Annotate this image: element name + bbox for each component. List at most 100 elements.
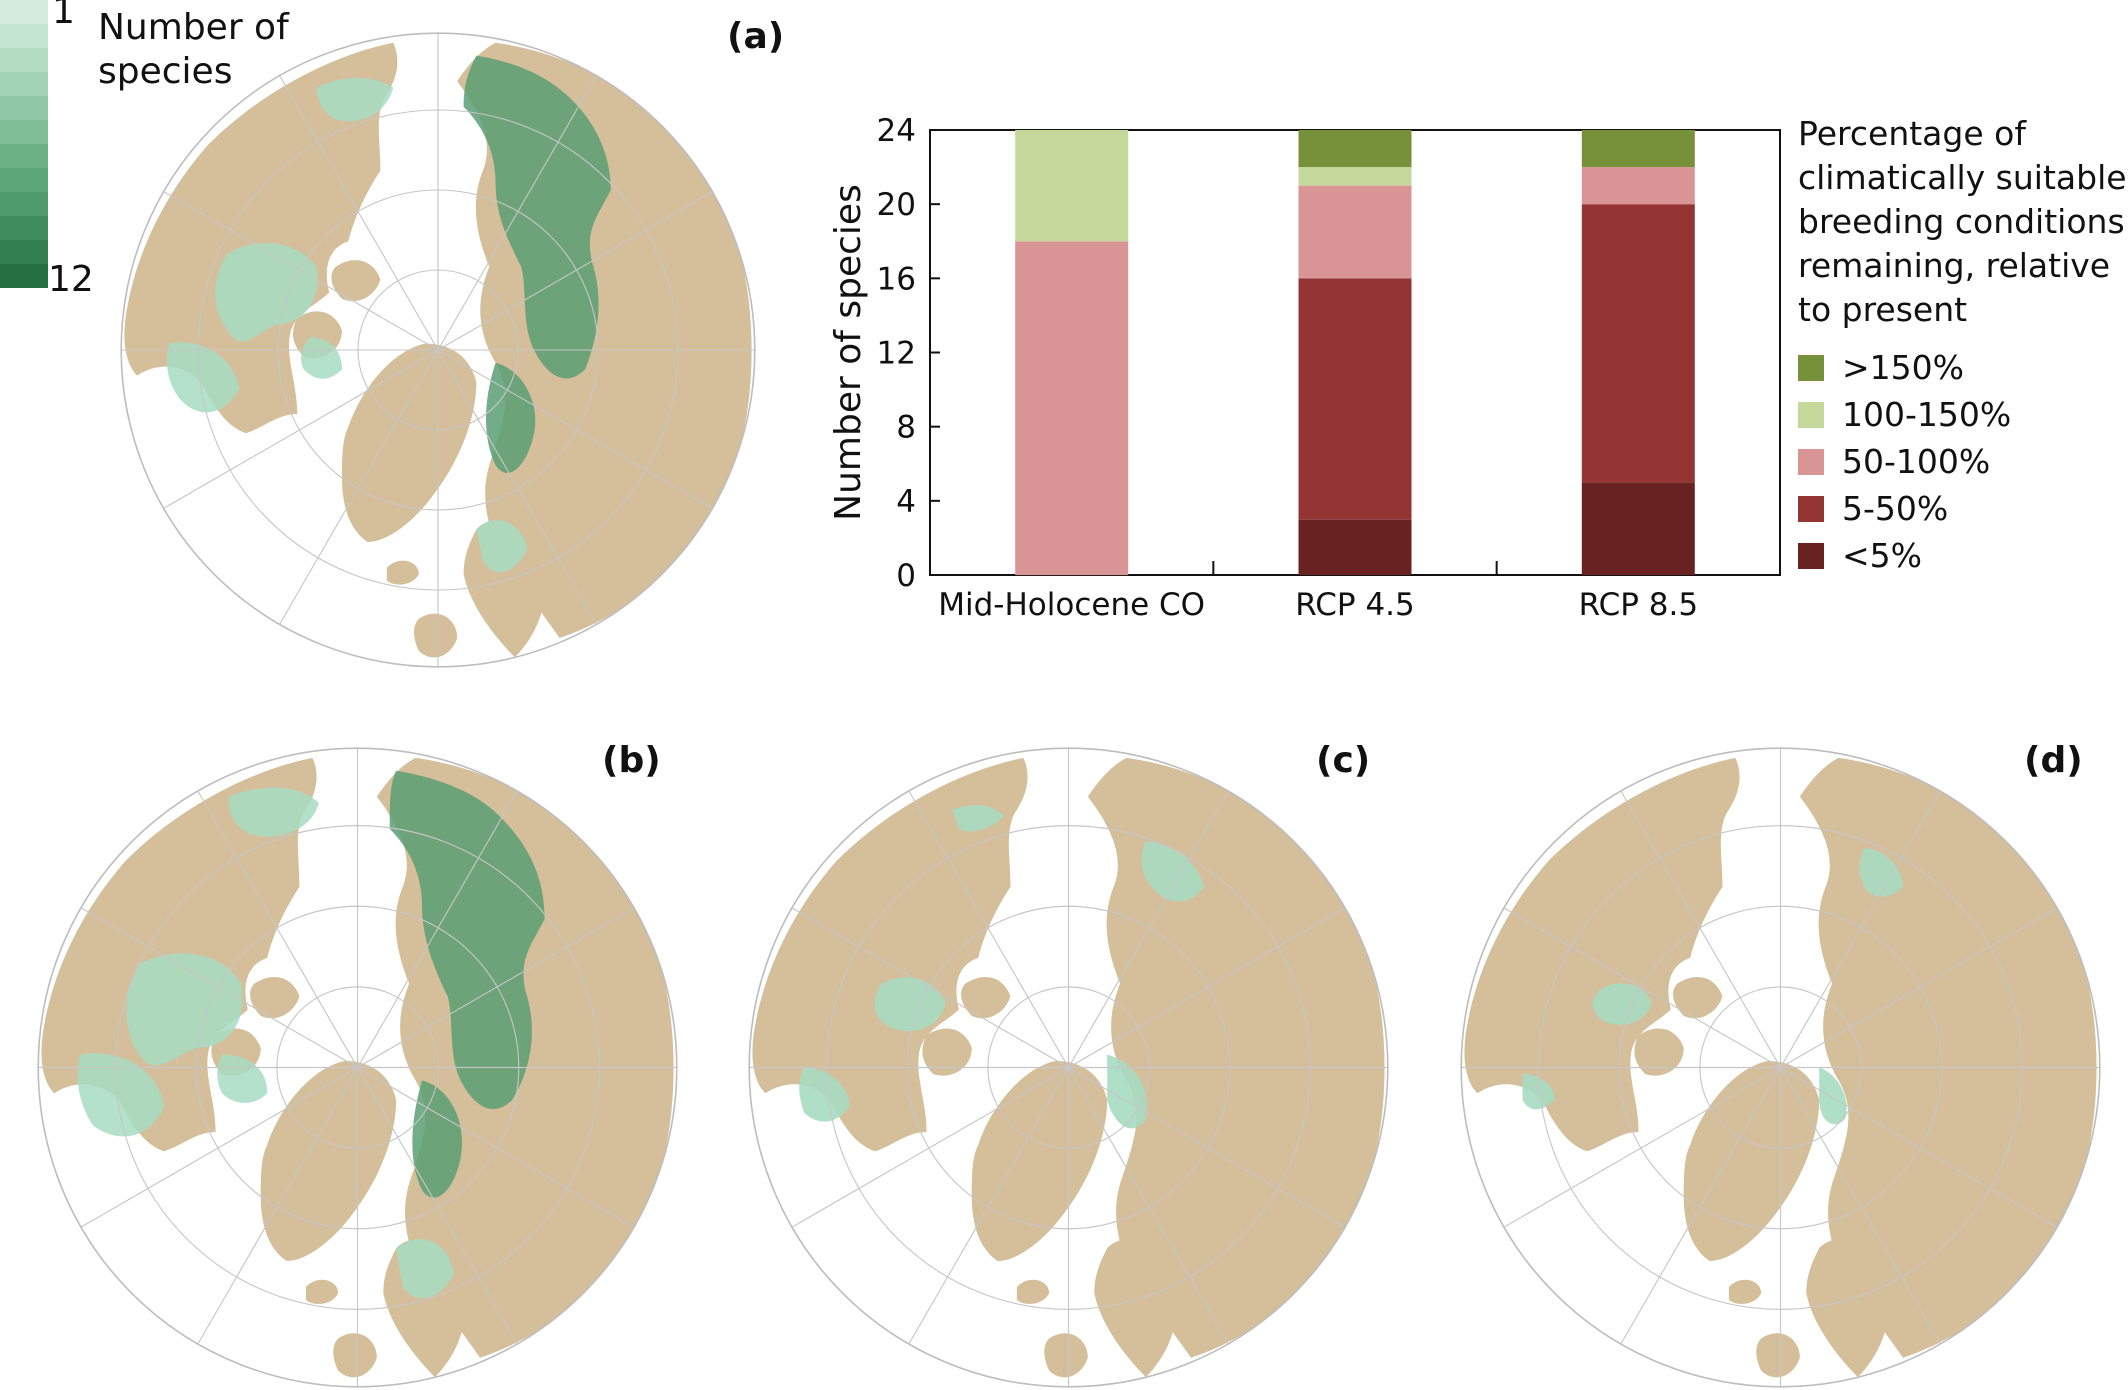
land-area (250, 976, 300, 1019)
meridian-line (1068, 1067, 1229, 1345)
legend-swatch (1798, 354, 1824, 381)
meridian-line (357, 1067, 518, 1345)
legend-swatch (1798, 401, 1824, 428)
meridian-line (437, 349, 713, 509)
legend-label: 5-50% (1842, 489, 1949, 528)
species-richness-area (1141, 841, 1204, 902)
colorbar-step (0, 168, 48, 193)
land-area (331, 260, 381, 302)
meridian-line (80, 1067, 358, 1228)
map-outline (748, 747, 1389, 1388)
y-tick-label: 24 (877, 113, 916, 149)
meridian-line (908, 790, 1069, 1068)
meridian-line (1620, 790, 1781, 1068)
colorbar-step (0, 48, 48, 73)
species-richness-area (952, 805, 1004, 832)
bar-segment (1298, 519, 1412, 575)
legend-swatch (1798, 448, 1824, 475)
legend-title: Percentage of climatically suitable bree… (1798, 114, 2127, 329)
map-outline (120, 32, 756, 668)
x-category-label: RCP 4.5 (1295, 587, 1415, 623)
land-area (124, 42, 398, 434)
colorbar-step (0, 120, 48, 145)
legend-item: 50-100% (1798, 438, 2128, 485)
land-area (260, 1061, 397, 1261)
colorbar-step (0, 192, 48, 217)
meridian-line (1503, 1067, 1781, 1228)
legend-item: 5-50% (1798, 485, 2128, 532)
meridian-line (908, 1067, 1069, 1345)
land-area (961, 976, 1011, 1019)
species-richness-area (389, 770, 545, 1110)
species-richness-area (228, 787, 319, 837)
legend-swatch (1798, 542, 1824, 569)
species-richness-area (300, 337, 342, 379)
stacked-bar-chart: 0 4 8 12 16 20 24 Mid-Holocene CO RCP 4.5 RCP 8.5… (828, 113, 1781, 623)
meridian-line (163, 349, 439, 509)
map-outline (37, 747, 678, 1388)
y-tick-label: 16 (877, 261, 916, 297)
bar-segment (1298, 167, 1412, 186)
polar-map-a (120, 32, 756, 668)
land-area (1756, 1333, 1800, 1378)
colorbar-max-label: 12 (48, 259, 94, 300)
species-richness-area (1522, 1073, 1555, 1110)
colorbar-step (0, 264, 48, 288)
legend-item: >150% (1798, 344, 2128, 391)
land-area (1673, 976, 1723, 1019)
species-richness-area (126, 953, 243, 1066)
species-richness-area (77, 1053, 164, 1137)
species-richness-area (1819, 1067, 1847, 1125)
y-tick-label: 8 (896, 410, 916, 446)
species-richness-area (476, 519, 528, 573)
meridian-line (197, 1067, 358, 1345)
meridian-line (163, 191, 439, 351)
species-richness-area (166, 342, 240, 413)
land-area (752, 757, 1028, 1152)
x-category-label: Mid-Holocene CO (938, 587, 1205, 623)
x-category-label: RCP 8.5 (1579, 587, 1699, 623)
land-area (1728, 1279, 1762, 1304)
legend-items: >150% 100-150% 50-100% 5-50% <5% (1798, 344, 2128, 579)
species-colorbar (0, 0, 48, 288)
land-area (1806, 1239, 1889, 1378)
meridian-line (437, 191, 713, 351)
y-tick-label: 4 (896, 484, 916, 520)
species-richness-area (463, 55, 611, 379)
polar-map-c (748, 747, 1389, 1388)
legend-swatch (1798, 495, 1824, 522)
species-richness-area (316, 78, 394, 122)
meridian-line (357, 790, 518, 1068)
meridian-line (1780, 790, 1941, 1068)
land-area (1016, 1279, 1050, 1304)
meridian-line (197, 790, 358, 1068)
legend-item: 100-150% (1798, 391, 2128, 438)
legend-item: <5% (1798, 532, 2128, 579)
colorbar-step (0, 0, 48, 25)
meridian-line (1780, 907, 2058, 1068)
y-tick-label: 20 (877, 187, 916, 223)
legend-label: >150% (1842, 348, 1964, 387)
colorbar-min-label: 1 (52, 0, 75, 32)
legend-label: 50-100% (1842, 442, 1991, 481)
y-axis-label: Number of species (828, 184, 869, 521)
bar-segment (1298, 185, 1412, 279)
bar-segment (1015, 241, 1129, 576)
panel-label-b: (b) (602, 740, 661, 781)
species-richness-area (215, 242, 318, 342)
meridian-line (80, 907, 358, 1068)
legend-label: 100-150% (1842, 395, 2012, 434)
panel-label-c: (c) (1316, 740, 1371, 781)
land-area (414, 613, 458, 658)
chart-legend: Percentage of climatically suitable bree… (1798, 112, 2128, 579)
meridian-line (357, 1067, 635, 1228)
land-area (1464, 757, 1740, 1152)
bar-segment (1581, 482, 1695, 575)
bar-segment (1581, 130, 1695, 168)
bar-segment (1581, 167, 1695, 205)
species-richness-area (799, 1067, 850, 1122)
polar-map-b (37, 747, 678, 1388)
land-area (922, 1028, 972, 1076)
colorbar-step (0, 216, 48, 241)
land-area (1044, 1333, 1088, 1378)
